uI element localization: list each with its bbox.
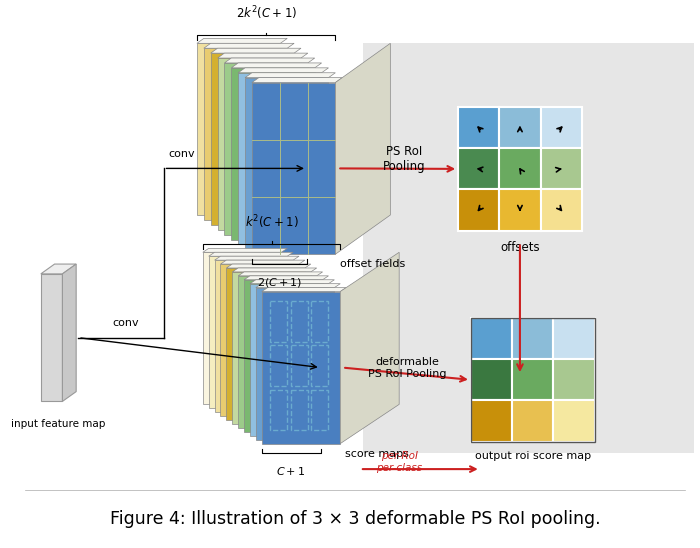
Bar (499, 107, 540, 149)
Polygon shape (250, 284, 328, 436)
Bar (290, 345, 307, 386)
Polygon shape (244, 276, 328, 280)
Bar (553, 359, 594, 401)
Polygon shape (245, 78, 328, 249)
Polygon shape (244, 280, 323, 432)
Polygon shape (238, 68, 328, 73)
Polygon shape (232, 272, 311, 424)
Bar (471, 359, 512, 401)
Bar (540, 107, 582, 149)
Bar (540, 149, 582, 190)
Polygon shape (231, 68, 315, 239)
Bar (290, 301, 307, 341)
Polygon shape (238, 272, 323, 276)
Bar (270, 390, 286, 430)
Polygon shape (250, 280, 335, 284)
Text: score maps: score maps (345, 448, 409, 459)
Polygon shape (262, 292, 340, 443)
Polygon shape (215, 256, 299, 260)
Bar (471, 318, 512, 359)
Polygon shape (252, 83, 335, 254)
Polygon shape (225, 58, 315, 63)
Polygon shape (211, 48, 301, 53)
Text: per-RoI
per-class: per-RoI per-class (376, 452, 422, 473)
Bar (512, 359, 553, 401)
Bar (512, 401, 553, 442)
Bar (270, 345, 286, 386)
Bar (312, 390, 328, 430)
Polygon shape (218, 58, 301, 230)
Text: output roi score map: output roi score map (475, 452, 591, 461)
Polygon shape (209, 256, 287, 408)
Bar (458, 107, 499, 149)
Polygon shape (262, 288, 346, 292)
Text: $2k^2(C+1)$: $2k^2(C+1)$ (236, 4, 297, 22)
Polygon shape (256, 284, 340, 288)
Text: $2(C+1)$: $2(C+1)$ (257, 276, 302, 289)
Bar (471, 318, 594, 442)
Polygon shape (62, 264, 76, 402)
Text: offsets: offsets (500, 241, 540, 254)
Text: PS RoI
Pooling: PS RoI Pooling (383, 145, 426, 173)
Polygon shape (252, 78, 342, 83)
Bar (312, 301, 328, 341)
Polygon shape (245, 73, 335, 78)
Bar (499, 190, 540, 231)
Text: $C+1$: $C+1$ (276, 465, 306, 477)
Polygon shape (209, 252, 293, 256)
Polygon shape (203, 248, 287, 252)
Bar (270, 301, 286, 341)
Bar (312, 345, 328, 386)
Polygon shape (232, 268, 316, 272)
Polygon shape (238, 73, 321, 244)
Polygon shape (204, 48, 287, 220)
Polygon shape (203, 252, 281, 404)
Polygon shape (220, 264, 299, 416)
Polygon shape (335, 43, 391, 254)
Polygon shape (256, 288, 335, 439)
Polygon shape (211, 53, 294, 225)
Polygon shape (226, 264, 311, 268)
Polygon shape (204, 43, 294, 48)
Polygon shape (197, 43, 281, 215)
Polygon shape (225, 63, 308, 235)
Bar (290, 390, 307, 430)
Bar (553, 401, 594, 442)
Bar (471, 401, 512, 442)
Polygon shape (220, 260, 305, 264)
Text: conv: conv (169, 149, 195, 158)
Text: Figure 4: Illustration of 3 × 3 deformable PS RoI pooling.: Figure 4: Illustration of 3 × 3 deformab… (110, 510, 601, 528)
Polygon shape (197, 38, 287, 43)
Polygon shape (41, 274, 62, 402)
Text: offset fields: offset fields (340, 259, 405, 269)
Polygon shape (218, 53, 308, 58)
Bar (512, 318, 553, 359)
Bar (458, 190, 499, 231)
Text: deformable
PS RoI Pooling: deformable PS RoI Pooling (368, 357, 447, 379)
Polygon shape (340, 252, 399, 443)
Text: input feature map: input feature map (11, 419, 106, 429)
Bar (363, 43, 694, 453)
Bar (540, 190, 582, 231)
Bar (553, 318, 594, 359)
Polygon shape (231, 63, 321, 68)
Text: $k^2(C+1)$: $k^2(C+1)$ (245, 213, 298, 231)
Polygon shape (226, 268, 305, 420)
Text: conv: conv (113, 318, 139, 328)
Polygon shape (41, 264, 76, 274)
Polygon shape (215, 260, 293, 412)
Bar (499, 149, 540, 190)
Polygon shape (238, 276, 316, 428)
Bar (458, 149, 499, 190)
